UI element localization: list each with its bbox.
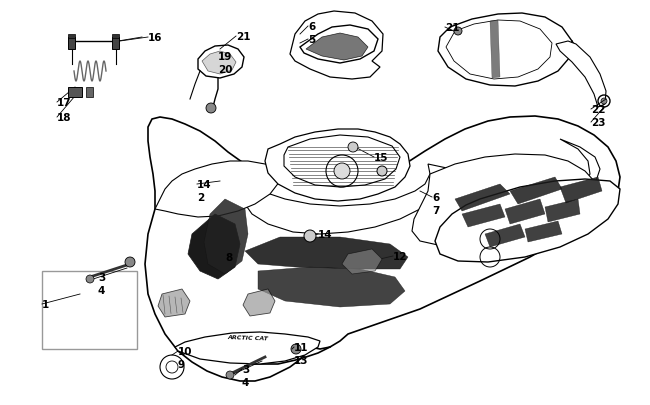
Text: 20: 20 <box>218 65 233 75</box>
Bar <box>68 35 75 39</box>
Text: 13: 13 <box>294 355 309 365</box>
Polygon shape <box>342 249 382 274</box>
Circle shape <box>377 166 387 177</box>
Text: 4: 4 <box>242 377 250 387</box>
Text: 3: 3 <box>242 364 249 374</box>
Text: 17: 17 <box>57 98 72 108</box>
Polygon shape <box>510 177 562 205</box>
Text: 12: 12 <box>393 252 408 261</box>
Bar <box>86 88 93 98</box>
Bar <box>68 88 82 98</box>
Polygon shape <box>188 215 240 279</box>
Text: 15: 15 <box>374 153 389 162</box>
Text: 6: 6 <box>308 22 315 32</box>
Text: 4: 4 <box>98 285 105 295</box>
Text: 11: 11 <box>294 342 309 352</box>
Bar <box>42 271 137 349</box>
Polygon shape <box>438 14 572 87</box>
Text: 10: 10 <box>178 346 192 356</box>
Circle shape <box>125 257 135 267</box>
Text: 1: 1 <box>42 299 49 309</box>
Polygon shape <box>202 52 236 75</box>
Circle shape <box>348 143 358 153</box>
Polygon shape <box>158 289 190 317</box>
Text: ARCTIC CAT: ARCTIC CAT <box>227 334 268 340</box>
Text: 14: 14 <box>197 179 212 190</box>
Polygon shape <box>505 200 545 224</box>
Text: 21: 21 <box>445 23 460 33</box>
Polygon shape <box>290 12 383 80</box>
Text: 22: 22 <box>591 105 606 115</box>
Bar <box>112 38 119 50</box>
Polygon shape <box>462 205 505 228</box>
Polygon shape <box>560 177 602 203</box>
Circle shape <box>334 164 350 179</box>
Polygon shape <box>455 185 510 211</box>
Circle shape <box>454 28 462 36</box>
Text: 16: 16 <box>148 33 162 43</box>
Circle shape <box>304 230 316 243</box>
Polygon shape <box>175 332 320 364</box>
Text: 18: 18 <box>57 113 72 123</box>
Polygon shape <box>556 42 606 108</box>
Text: 8: 8 <box>225 252 232 262</box>
Text: 21: 21 <box>236 32 250 42</box>
Circle shape <box>291 344 301 354</box>
Text: 9: 9 <box>178 359 185 369</box>
Bar <box>68 38 75 50</box>
Polygon shape <box>435 179 620 262</box>
Polygon shape <box>545 200 580 222</box>
Polygon shape <box>243 289 275 316</box>
Text: 7: 7 <box>432 205 439 215</box>
Text: 6: 6 <box>432 192 439 202</box>
Circle shape <box>226 371 234 379</box>
Text: 2: 2 <box>197 192 204 202</box>
Text: 14: 14 <box>318 230 333 239</box>
Polygon shape <box>245 237 408 269</box>
Polygon shape <box>485 224 525 247</box>
Polygon shape <box>258 267 405 307</box>
Polygon shape <box>198 46 244 79</box>
Bar <box>112 35 119 39</box>
Polygon shape <box>300 26 378 64</box>
Polygon shape <box>525 222 562 243</box>
Text: 3: 3 <box>98 272 105 282</box>
Polygon shape <box>145 117 620 381</box>
Text: 5: 5 <box>308 35 315 45</box>
Polygon shape <box>490 21 500 79</box>
Circle shape <box>601 99 607 105</box>
Polygon shape <box>265 130 410 202</box>
Polygon shape <box>306 34 368 61</box>
Polygon shape <box>155 162 280 217</box>
Polygon shape <box>245 140 600 234</box>
Circle shape <box>206 104 216 114</box>
Polygon shape <box>204 200 248 274</box>
Text: 19: 19 <box>218 52 233 62</box>
Circle shape <box>86 275 94 284</box>
Polygon shape <box>412 155 595 245</box>
Text: 23: 23 <box>591 118 606 128</box>
